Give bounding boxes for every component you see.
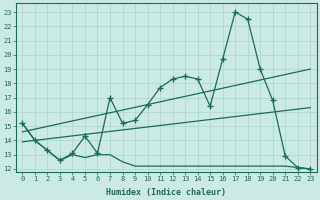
X-axis label: Humidex (Indice chaleur): Humidex (Indice chaleur) [106,188,226,197]
